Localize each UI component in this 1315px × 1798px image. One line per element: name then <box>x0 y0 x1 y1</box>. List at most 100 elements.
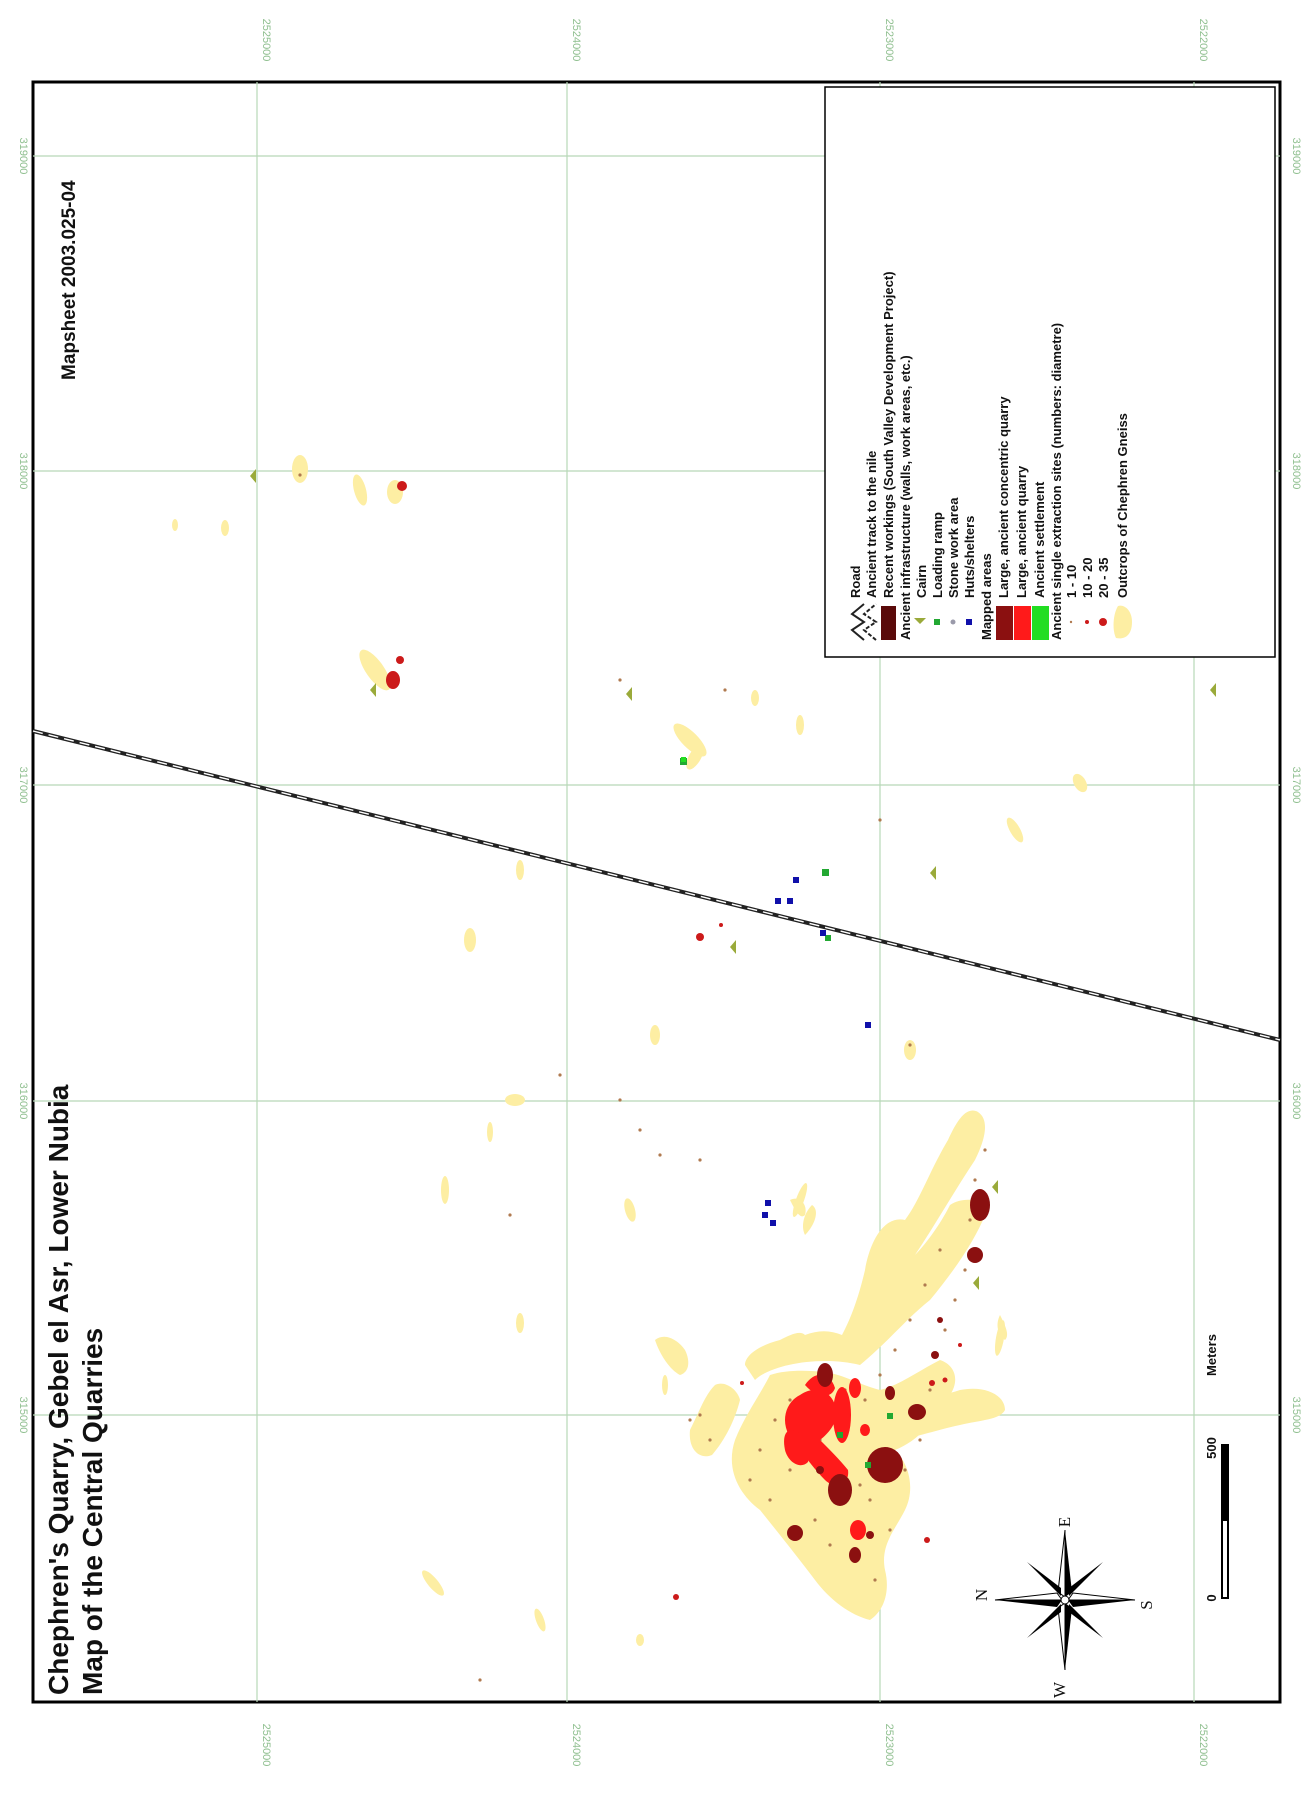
concentric-quarry <box>817 1363 833 1387</box>
legend-cairn: Cairn <box>914 565 929 598</box>
ancient-quarry <box>850 1520 866 1540</box>
legend-huts-symbol <box>966 619 972 625</box>
mapsheet-number: Mapsheet 2003.025-04 <box>59 180 80 380</box>
easting-label: 315000 <box>1290 1397 1302 1434</box>
ancient-quarry <box>785 1389 849 1486</box>
main-outcrop <box>745 1110 986 1380</box>
easting-label: 318000 <box>17 453 29 490</box>
easting-label: 317000 <box>1290 767 1302 804</box>
northing-label: 2523000 <box>883 1724 895 1767</box>
legend-s3-symbol <box>1099 618 1107 626</box>
easting-labels-left: 315000 316000 317000 318000 319000 <box>17 138 29 1434</box>
concentric-quarry <box>787 1525 803 1541</box>
concentric-quarry <box>867 1447 903 1483</box>
northing-label: 2522000 <box>1197 1724 1209 1767</box>
legend-s1: 1 - 10 <box>1064 565 1079 598</box>
legend: Road Ancient track to the nile Recent wo… <box>824 86 1276 658</box>
concentric-quarry <box>885 1386 895 1400</box>
legend-single: Ancient single extraction sites (numbers… <box>1049 323 1064 640</box>
concentric-quarry <box>828 1474 852 1506</box>
compass-w: W <box>1050 1681 1069 1698</box>
northing-label: 2525000 <box>260 19 272 62</box>
legend-outcrops-symbol <box>1113 605 1132 639</box>
title-line-2: Map of the Central Quarries <box>77 1328 108 1695</box>
legend-s2: 10 - 20 <box>1080 558 1095 598</box>
outcrop-strip <box>936 1168 960 1210</box>
easting-label: 316000 <box>17 1083 29 1120</box>
compass-n: N <box>972 1589 991 1601</box>
legend-loading-symbol <box>934 619 940 625</box>
legend-s1-symbol <box>1069 620 1073 624</box>
title-line-1: Chephren's Quarry, Gebel el Asr, Lower N… <box>43 1084 74 1695</box>
easting-label: 315000 <box>17 1397 29 1434</box>
legend-road: Road <box>848 565 863 598</box>
northing-labels-bottom: 2525000 2524000 2523000 2522000 <box>260 1724 1209 1767</box>
map-title: Chephren's Quarry, Gebel el Asr, Lower N… <box>43 1084 108 1695</box>
northing-label: 2524000 <box>570 1724 582 1767</box>
legend-recent-symbol <box>881 606 896 640</box>
ancient-settlements <box>681 757 686 762</box>
legend-settlement-symbol <box>1032 606 1049 640</box>
scale-bar: 0 500 Meters <box>1204 1334 1229 1602</box>
concentric-quarry <box>931 1351 939 1359</box>
northing-label: 2523000 <box>883 19 895 62</box>
outcrop-arm-ne <box>880 1388 1005 1440</box>
northing-label: 2525000 <box>260 1724 272 1767</box>
concentric-quarry <box>816 1466 824 1474</box>
scale-unit: Meters <box>1204 1334 1219 1376</box>
scale-start: 0 <box>1204 1594 1219 1601</box>
easting-label: 319000 <box>1290 138 1302 175</box>
legend-large-quarry: Large, ancient quarry <box>1014 465 1029 598</box>
legend-settlement: Ancient settlement <box>1032 481 1047 598</box>
easting-label: 319000 <box>17 138 29 175</box>
legend-concentric-symbol <box>996 606 1013 640</box>
concentric-quarry <box>866 1531 874 1539</box>
ancient-quarry <box>849 1378 861 1398</box>
legend-concentric: Large, ancient concentric quarry <box>996 396 1011 598</box>
legend-infra: Ancient infrastructure (walls, work area… <box>898 355 913 640</box>
legend-outcrops: Outcrops of Chephren Gneiss <box>1115 413 1130 598</box>
legend-track: Ancient track to the nile <box>864 451 879 598</box>
ancient-quarry <box>784 1430 809 1466</box>
easting-label: 318000 <box>1290 453 1302 490</box>
legend-loading-ramp: Loading ramp <box>930 512 945 598</box>
concentric-quarry <box>908 1404 926 1420</box>
outcrop-arm-north <box>689 1383 740 1457</box>
legend-road-symbol <box>850 603 866 641</box>
legend-box <box>824 86 1276 658</box>
northing-label: 2522000 <box>1197 19 1209 62</box>
extraction-sites-large <box>386 481 962 1600</box>
northing-labels-top: 2525000 2524000 2523000 2522000 <box>260 19 1209 62</box>
legend-stone-work: Stone work area <box>946 497 961 598</box>
road-line <box>32 729 1281 1042</box>
ancient-quarry <box>860 1424 870 1436</box>
legend-huts: Huts/shelters <box>962 516 977 598</box>
compass-s: S <box>1137 1600 1156 1609</box>
legend-track-symbol <box>862 603 878 641</box>
legend-stone-work-symbol <box>950 619 956 625</box>
compass-e: E <box>1055 1517 1074 1527</box>
easting-label: 317000 <box>17 767 29 804</box>
concentric-quarry <box>937 1317 943 1323</box>
easting-labels-right: 315000 316000 317000 318000 319000 <box>1290 138 1302 1434</box>
legend-s2-symbol <box>1085 620 1089 624</box>
concentric-quarry <box>849 1547 861 1563</box>
concentric-quarries <box>787 1189 990 1563</box>
concentric-quarry <box>970 1189 990 1221</box>
cairn-markers <box>250 469 1216 1290</box>
scale-end: 500 <box>1204 1437 1219 1459</box>
ancient-quarry <box>833 1387 851 1443</box>
easting-label: 316000 <box>1290 1083 1302 1120</box>
huts-shelters <box>762 877 871 1226</box>
legend-quarry-symbol <box>1014 606 1031 640</box>
legend-cairn-symbol <box>914 618 926 624</box>
compass-rose: N E S W <box>972 1517 1156 1698</box>
outcrop-strip <box>802 1205 816 1235</box>
northing-label: 2524000 <box>570 19 582 62</box>
legend-s3: 20 - 35 <box>1096 558 1111 598</box>
legend-recent: Recent workings (South Valley Developmen… <box>881 271 896 598</box>
legend-mapped: Mapped areas <box>979 553 994 640</box>
concentric-quarry <box>967 1247 983 1263</box>
extraction-sites-small <box>298 473 987 1682</box>
